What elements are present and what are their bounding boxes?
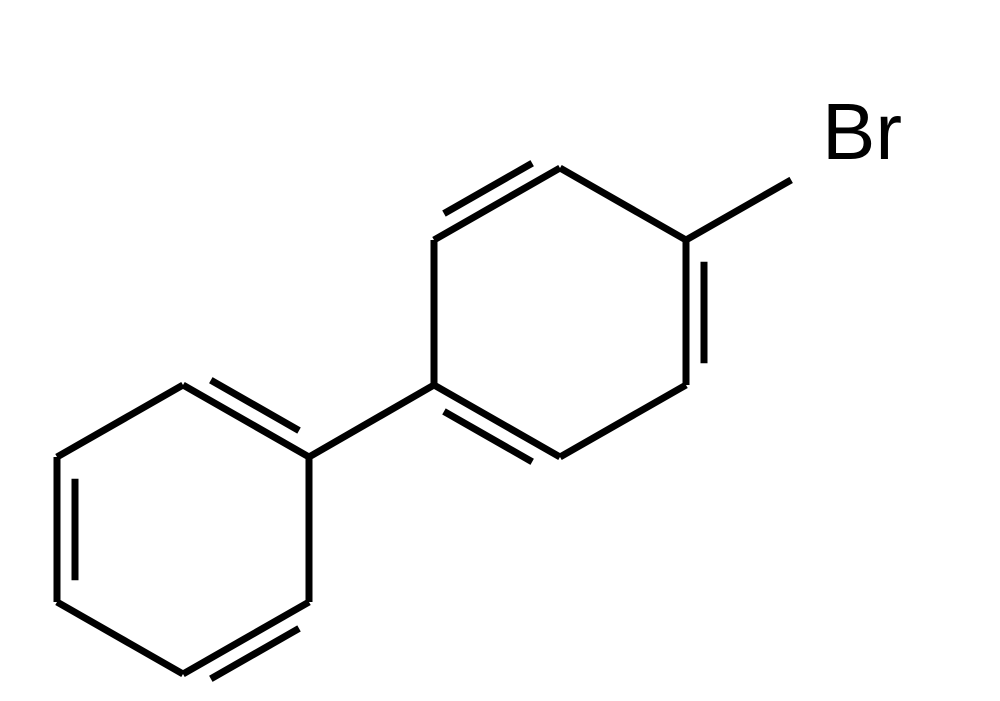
bond-line [686, 180, 791, 240]
bond-line [434, 385, 560, 457]
bond-line [57, 602, 183, 674]
atom-label-br: Br [822, 87, 902, 176]
bond-line [57, 385, 183, 457]
molecule-canvas: Br [0, 0, 1000, 701]
bond-line [183, 602, 309, 674]
bond-line [434, 168, 560, 240]
bond-line [560, 385, 686, 457]
bond-line [183, 385, 309, 457]
bond-line [560, 168, 686, 240]
bond-line [309, 385, 434, 457]
